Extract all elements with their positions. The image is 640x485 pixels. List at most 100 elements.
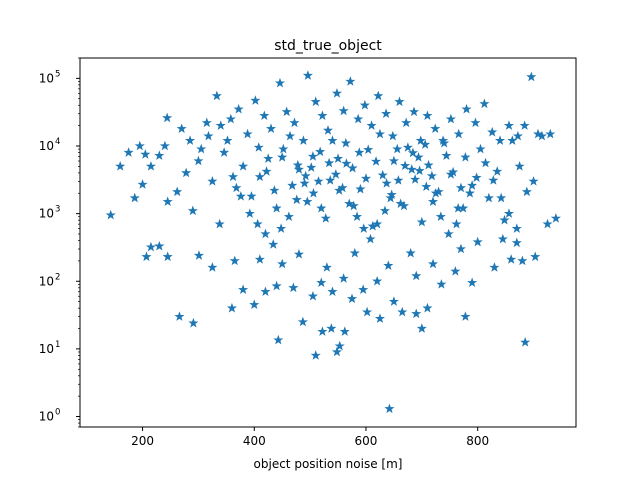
data-point xyxy=(193,155,204,166)
data-point xyxy=(383,260,394,270)
y-tick-exponent: 2 xyxy=(55,272,60,282)
data-point xyxy=(181,167,192,178)
data-point xyxy=(411,270,422,281)
data-point xyxy=(353,113,364,124)
data-point xyxy=(288,282,299,293)
data-point xyxy=(250,95,261,105)
data-point xyxy=(162,112,173,123)
data-point xyxy=(416,216,427,227)
data-point xyxy=(422,110,433,121)
data-point xyxy=(363,144,374,155)
y-tick-exponent: 4 xyxy=(55,137,60,147)
data-point xyxy=(398,200,409,211)
data-point xyxy=(519,120,530,130)
data-point xyxy=(460,311,471,321)
data-point xyxy=(302,196,313,206)
data-point xyxy=(265,123,277,134)
data-point xyxy=(402,142,413,152)
plot-frame xyxy=(79,57,577,428)
data-point xyxy=(410,174,421,184)
data-point xyxy=(325,175,336,185)
data-point xyxy=(344,198,355,209)
data-point xyxy=(277,258,288,269)
data-point xyxy=(292,159,303,170)
data-point xyxy=(214,218,225,229)
data-point xyxy=(414,165,425,176)
data-point xyxy=(207,262,218,272)
data-point xyxy=(317,326,328,336)
data-point xyxy=(320,213,331,223)
data-point xyxy=(317,110,328,121)
y-tick-exponent: 0 xyxy=(55,408,60,418)
data-point xyxy=(550,213,561,223)
data-point xyxy=(489,262,500,272)
data-point xyxy=(512,130,523,141)
data-point xyxy=(405,247,416,258)
data-point xyxy=(306,162,317,172)
data-point xyxy=(374,313,385,323)
data-point xyxy=(201,117,212,128)
y-tick-label: 10 xyxy=(39,274,54,288)
data-point xyxy=(141,251,152,262)
data-point xyxy=(427,196,439,206)
data-point xyxy=(297,316,308,327)
data-point xyxy=(397,306,408,317)
data-point xyxy=(302,70,313,80)
data-point xyxy=(341,158,352,168)
data-point xyxy=(154,240,165,251)
data-point xyxy=(542,218,553,229)
data-point xyxy=(381,108,392,118)
data-point xyxy=(260,228,271,239)
data-point xyxy=(455,243,466,254)
data-point xyxy=(321,262,332,272)
data-point xyxy=(327,135,338,145)
data-point xyxy=(426,170,437,181)
data-point xyxy=(438,135,449,145)
data-point xyxy=(388,155,399,166)
data-point xyxy=(249,299,260,309)
y-tick-exponent: 3 xyxy=(55,205,60,215)
data-point xyxy=(503,120,515,130)
data-point xyxy=(408,106,420,117)
data-point xyxy=(307,290,318,301)
data-point xyxy=(436,279,447,289)
data-point xyxy=(355,183,366,194)
data-point xyxy=(246,191,257,201)
data-point xyxy=(185,135,196,145)
data-point xyxy=(252,218,263,229)
data-point xyxy=(281,106,292,117)
data-point xyxy=(393,175,404,185)
data-point xyxy=(154,150,165,160)
data-point xyxy=(475,143,486,154)
data-point xyxy=(435,211,446,221)
data-point xyxy=(253,142,264,152)
data-point xyxy=(338,105,349,116)
data-point xyxy=(479,98,490,109)
data-point xyxy=(511,223,522,233)
data-point xyxy=(420,139,431,149)
data-point xyxy=(229,255,240,266)
data-point xyxy=(372,218,383,229)
data-point xyxy=(349,247,360,258)
data-point xyxy=(460,152,471,162)
data-point xyxy=(400,160,411,171)
data-point xyxy=(374,128,385,139)
data-point xyxy=(315,146,326,157)
data-point xyxy=(359,99,370,110)
data-point xyxy=(274,77,285,88)
data-point xyxy=(384,403,395,414)
data-point xyxy=(421,181,432,191)
data-point xyxy=(514,161,525,171)
data-point xyxy=(338,273,349,283)
data-point xyxy=(231,182,242,193)
data-point xyxy=(215,120,226,130)
data-point xyxy=(453,128,464,139)
data-point xyxy=(330,169,341,179)
data-point xyxy=(238,284,249,294)
data-point xyxy=(392,143,403,154)
data-point xyxy=(430,123,441,134)
data-point xyxy=(293,249,304,259)
data-point xyxy=(333,153,344,163)
data-point xyxy=(211,90,222,101)
